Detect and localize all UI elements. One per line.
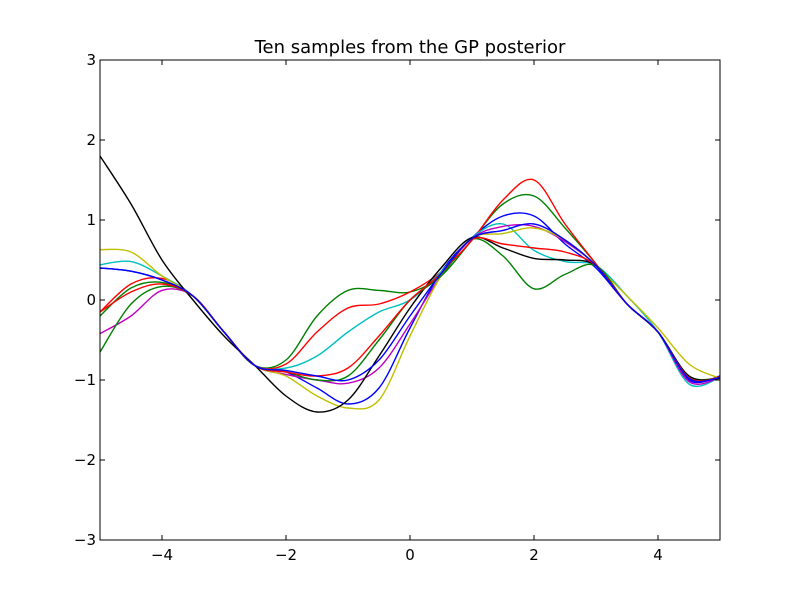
- y-tick-label: 3: [86, 51, 96, 69]
- ticks-layer: −4 −2 0 2 4 −3 −2 −1 0 1 2 3: [74, 51, 720, 564]
- y-tick-label: 1: [86, 211, 96, 229]
- x-tick-label: 2: [529, 546, 539, 564]
- x-tick-label: −4: [151, 546, 173, 564]
- y-tick-label: −1: [74, 371, 96, 389]
- x-tick-label: 0: [405, 546, 415, 564]
- y-tick-label: −2: [74, 451, 96, 469]
- y-tick-label: −3: [74, 531, 96, 549]
- series-layer: [100, 155, 720, 413]
- y-tick-label: 0: [86, 291, 96, 309]
- chart-title: Ten samples from the GP posterior: [254, 37, 566, 58]
- y-tick-label: 2: [86, 131, 96, 149]
- plot-frame: [99, 59, 721, 541]
- x-tick-label: −2: [275, 546, 297, 564]
- series-line-10: [100, 223, 720, 383]
- x-tick-label: 4: [653, 546, 663, 564]
